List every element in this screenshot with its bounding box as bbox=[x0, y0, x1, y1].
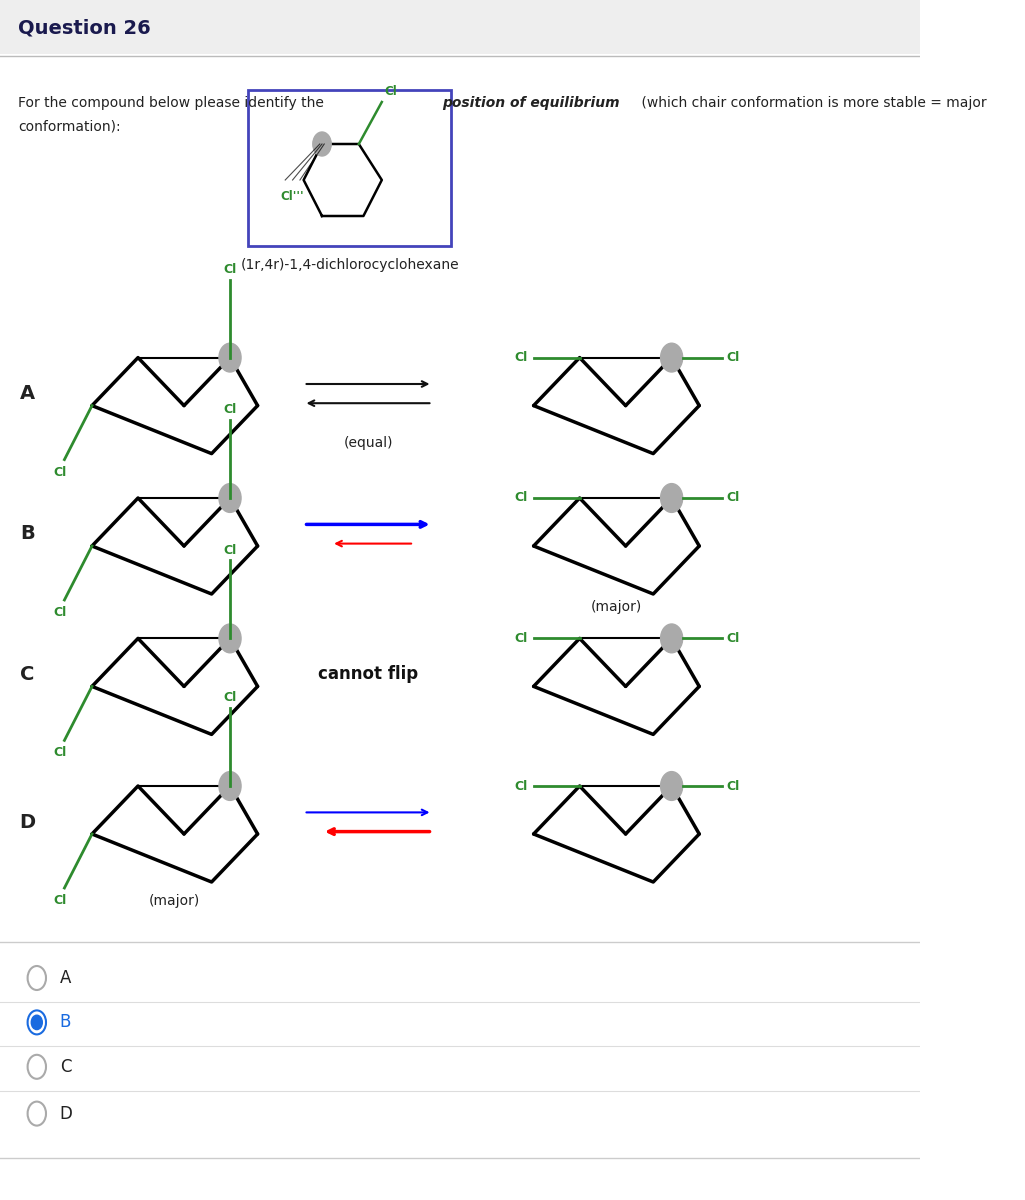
Text: For the compound below please identify the: For the compound below please identify t… bbox=[18, 96, 329, 110]
Text: Cl: Cl bbox=[223, 544, 237, 557]
FancyBboxPatch shape bbox=[0, 0, 920, 54]
Text: A: A bbox=[20, 384, 35, 403]
Text: position of equilibrium: position of equilibrium bbox=[443, 96, 620, 110]
Text: Cl: Cl bbox=[727, 632, 740, 644]
Circle shape bbox=[32, 1015, 42, 1030]
Text: B: B bbox=[20, 524, 35, 544]
Text: Cl: Cl bbox=[53, 466, 67, 479]
Circle shape bbox=[660, 772, 683, 800]
Text: Cl: Cl bbox=[223, 263, 237, 276]
Text: Cl: Cl bbox=[727, 492, 740, 504]
Text: Cl''': Cl''' bbox=[281, 190, 304, 203]
Circle shape bbox=[28, 1055, 46, 1079]
Text: (major): (major) bbox=[150, 894, 201, 908]
Text: Cl: Cl bbox=[514, 780, 527, 792]
Text: (which chair conformation is more stable = major: (which chair conformation is more stable… bbox=[637, 96, 986, 110]
Circle shape bbox=[660, 624, 683, 653]
Circle shape bbox=[313, 132, 331, 156]
Text: cannot flip: cannot flip bbox=[318, 665, 418, 683]
Circle shape bbox=[219, 484, 241, 512]
Text: D: D bbox=[19, 812, 36, 832]
Text: conformation):: conformation): bbox=[18, 120, 121, 134]
Circle shape bbox=[660, 484, 683, 512]
Text: D: D bbox=[59, 1104, 73, 1123]
Text: Cl: Cl bbox=[514, 492, 527, 504]
Circle shape bbox=[219, 772, 241, 800]
Text: Cl: Cl bbox=[223, 403, 237, 416]
Circle shape bbox=[28, 1102, 46, 1126]
Text: Question 26: Question 26 bbox=[18, 18, 151, 37]
Text: (major): (major) bbox=[590, 600, 642, 614]
Text: Cl: Cl bbox=[223, 691, 237, 704]
Text: Cl: Cl bbox=[53, 894, 67, 907]
Text: Cl: Cl bbox=[53, 606, 67, 619]
Text: Cl: Cl bbox=[514, 352, 527, 364]
Text: A: A bbox=[59, 970, 71, 986]
Text: B: B bbox=[59, 1013, 71, 1031]
Text: Cl: Cl bbox=[384, 85, 398, 98]
Text: C: C bbox=[59, 1058, 72, 1075]
Text: (equal): (equal) bbox=[343, 436, 393, 450]
Text: Cl: Cl bbox=[53, 746, 67, 760]
Text: Cl: Cl bbox=[727, 780, 740, 792]
Text: (1r,4r)-1,4-dichlorocyclohexane: (1r,4r)-1,4-dichlorocyclohexane bbox=[240, 258, 459, 272]
Text: Cl: Cl bbox=[727, 352, 740, 364]
Circle shape bbox=[28, 1010, 46, 1034]
Text: C: C bbox=[20, 665, 35, 684]
Text: Cl: Cl bbox=[514, 632, 527, 644]
Bar bbox=[248, 90, 451, 246]
Circle shape bbox=[219, 343, 241, 372]
Circle shape bbox=[28, 966, 46, 990]
Circle shape bbox=[660, 343, 683, 372]
Circle shape bbox=[219, 624, 241, 653]
